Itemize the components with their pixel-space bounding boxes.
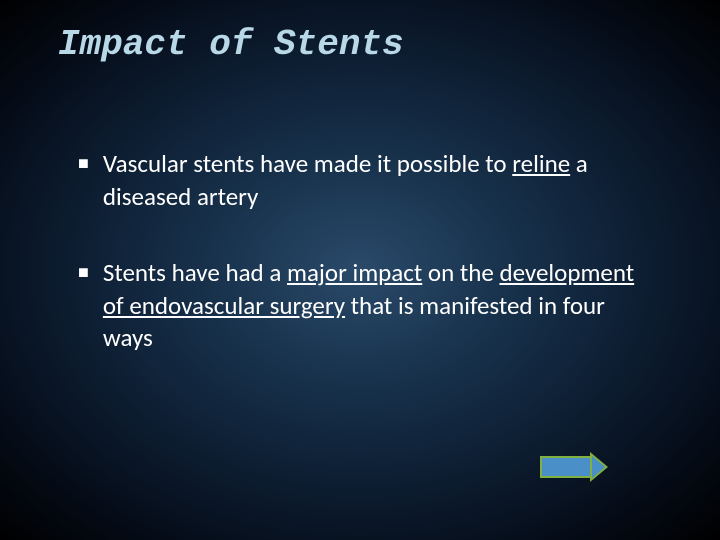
text-segment: Vascular stents have made it possible to: [103, 148, 512, 179]
arrow-body-shape: [540, 456, 592, 478]
text-segment: Stents have had a: [103, 257, 287, 288]
underlined-text: reline: [512, 148, 570, 179]
arrow-head-shape: [590, 452, 608, 482]
bullet-item: ■ Vascular stents have made it possible …: [78, 148, 650, 213]
slide-content: ■ Vascular stents have made it possible …: [78, 148, 650, 399]
bullet-text: Vascular stents have made it possible to…: [103, 148, 650, 213]
bullet-marker: ■: [78, 148, 89, 213]
text-segment: on the: [422, 257, 499, 288]
bullet-item: ■ Stents have had a major impact on the …: [78, 257, 650, 355]
bullet-marker: ■: [78, 257, 89, 355]
slide-title: Impact of Stents: [58, 24, 404, 65]
bullet-text: Stents have had a major impact on the de…: [103, 257, 650, 355]
underlined-text: major impact: [287, 257, 422, 288]
next-arrow-button[interactable]: [540, 454, 610, 480]
